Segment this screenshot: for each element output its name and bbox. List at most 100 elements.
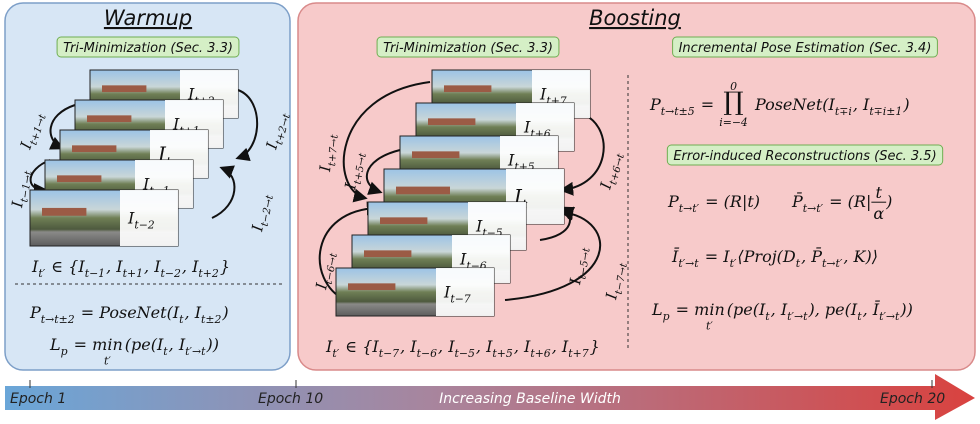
math-text: , xyxy=(771,300,781,319)
math-text: , xyxy=(185,303,195,322)
math-symbol: D xyxy=(782,247,796,266)
math-text: = (R| xyxy=(824,192,871,211)
math-symbol: P̄ xyxy=(791,190,803,211)
subscript: t±2 xyxy=(201,313,221,326)
roof xyxy=(364,250,411,257)
subscript: t′ xyxy=(730,257,737,270)
subscript: t xyxy=(765,310,770,323)
math-text: ∈ { xyxy=(46,257,78,276)
math-text: = (R|t) xyxy=(700,192,760,211)
math-text: , xyxy=(169,335,179,354)
math-text: , xyxy=(144,257,154,276)
diagram: Warmup Boosting Epoch 1 Epoch 10 Increas… xyxy=(0,0,980,424)
subscript: t+1 xyxy=(123,267,143,280)
subscript: t∓i xyxy=(835,105,852,118)
section-label: Tri-Minimization (Sec. 3.3) xyxy=(57,37,239,57)
math-text: , xyxy=(182,257,192,276)
subscript: t→t′ xyxy=(822,257,843,270)
boosting-title: Boosting xyxy=(589,6,681,30)
subscript: t−7 xyxy=(379,347,399,360)
roof xyxy=(444,85,491,92)
section-title: Error-induced Reconstructions (Sec. 3.5) xyxy=(673,149,936,164)
subscript: t−2 xyxy=(161,267,181,280)
math-text: ⟨Proj( xyxy=(737,247,783,266)
subscript: t+7 xyxy=(568,347,588,360)
section-label: Tri-Minimization (Sec. 3.3) xyxy=(377,37,559,57)
math-text: (pe( xyxy=(125,335,158,354)
image-frame: It−7 xyxy=(336,268,494,316)
math-text: , xyxy=(801,247,811,266)
math-text: = xyxy=(671,300,695,319)
math-text: = xyxy=(696,95,720,114)
math-text: )) xyxy=(899,300,912,319)
subscript: t′→t xyxy=(678,257,699,270)
math-symbol: P xyxy=(649,95,661,114)
section-label: Error-induced Reconstructions (Sec. 3.5) xyxy=(667,145,942,165)
subscript: t−2 xyxy=(134,218,154,231)
timeline-caption: Increasing Baseline Width xyxy=(439,391,621,407)
math-text: = xyxy=(700,247,724,266)
subscript: t→t′ xyxy=(679,202,700,215)
math-text: , xyxy=(853,95,863,114)
math-text: , xyxy=(106,257,116,276)
subscript: t→t±2 xyxy=(41,313,75,326)
subscript: t xyxy=(179,313,184,326)
roof xyxy=(102,85,146,92)
math-symbol: P xyxy=(667,192,679,211)
math-text: , xyxy=(552,337,562,356)
subscript: t′→t xyxy=(185,345,206,358)
warmup-title: Warmup xyxy=(104,6,192,30)
fraction-numerator: t xyxy=(876,183,883,202)
roof xyxy=(412,151,459,158)
subscript: t−5 xyxy=(455,347,475,360)
section-title: Incremental Pose Estimation (Sec. 3.4) xyxy=(679,41,932,56)
math-text: ) xyxy=(885,192,892,211)
math-text: } xyxy=(220,257,230,276)
subscript: t+6 xyxy=(530,347,550,360)
epoch-label: Epoch 20 xyxy=(880,391,945,407)
roof xyxy=(380,217,427,224)
epoch-label: Epoch 1 xyxy=(10,391,66,407)
roof xyxy=(42,208,86,216)
math-symbol: L xyxy=(49,335,61,354)
math-text: ) xyxy=(221,303,228,322)
math-text: ∈ { xyxy=(340,337,372,356)
math-symbol: min xyxy=(92,335,123,354)
math-text: , xyxy=(400,337,410,356)
math-symbol: min xyxy=(694,300,725,319)
underscript: t′ xyxy=(104,354,111,367)
subscript: t xyxy=(796,257,801,270)
math-text: , xyxy=(438,337,448,356)
math-text: , xyxy=(514,337,524,356)
roof xyxy=(348,283,395,290)
math-text: ) xyxy=(902,95,909,114)
subscript: t−6 xyxy=(417,347,437,360)
math-text: (pe( xyxy=(727,300,760,319)
math-symbol: P xyxy=(29,303,41,322)
subscript: p xyxy=(663,310,670,323)
math-text: , K)⟩ xyxy=(843,247,878,266)
section-title: Tri-Minimization (Sec. 3.3) xyxy=(63,41,233,56)
subscript: t′ xyxy=(38,267,45,280)
subscript: t−7 xyxy=(450,292,470,305)
math-symbol: P̄ xyxy=(810,245,822,266)
roof xyxy=(57,175,101,182)
fraction-denominator: α xyxy=(873,204,884,223)
math-text: } xyxy=(590,337,600,356)
roof xyxy=(87,115,131,122)
math-text: ), pe( xyxy=(808,300,852,319)
subscript: t′→t xyxy=(879,310,900,323)
roof xyxy=(396,187,450,195)
math-text: = PoseNet( xyxy=(76,303,174,322)
math-text: , xyxy=(476,337,486,356)
subscript: t−1 xyxy=(85,267,105,280)
roof xyxy=(72,145,116,152)
subscript: p xyxy=(61,345,68,358)
subscript: t→t±5 xyxy=(661,105,695,118)
subscript: t→t′ xyxy=(803,202,824,215)
subscript: t′→t xyxy=(787,310,808,323)
math-text: )) xyxy=(206,335,219,354)
subscript: t+2 xyxy=(198,267,218,280)
subscript: t+5 xyxy=(492,347,512,360)
